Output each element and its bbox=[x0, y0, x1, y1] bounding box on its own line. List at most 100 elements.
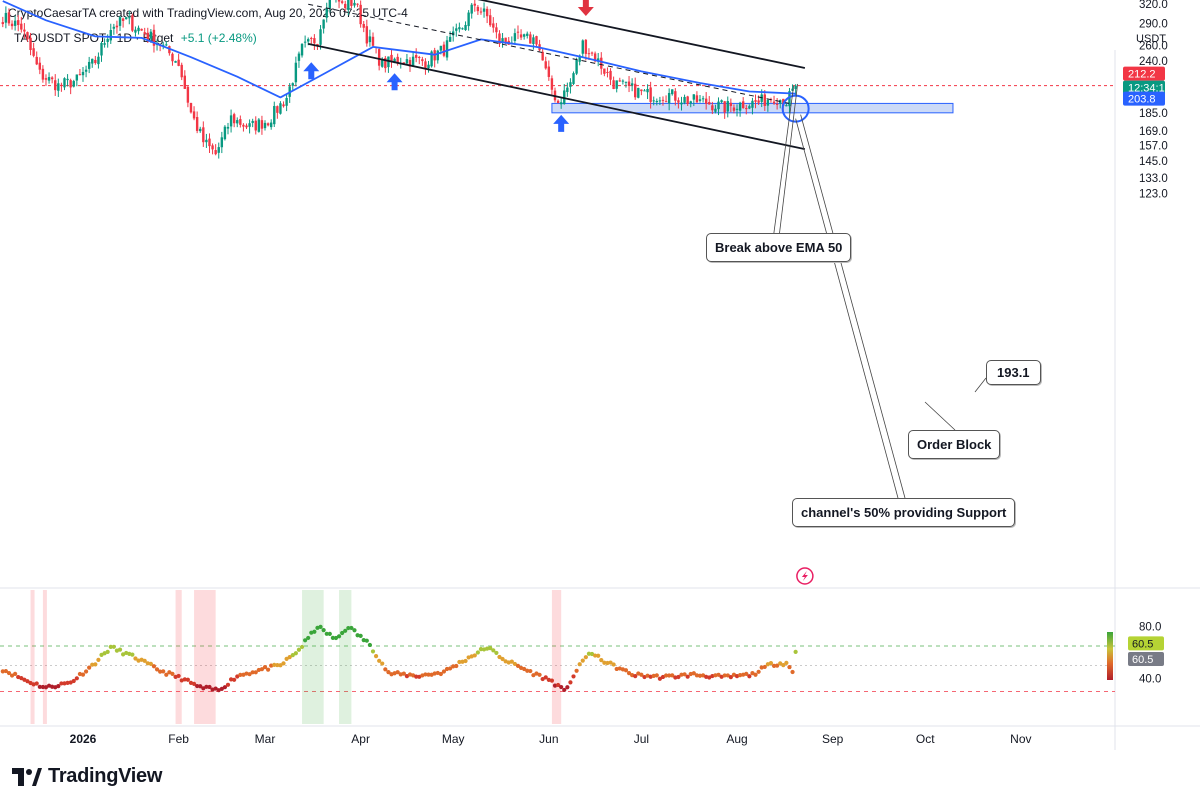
oscillator-dot bbox=[191, 681, 197, 686]
tradingview-brand[interactable]: TradingView bbox=[12, 765, 162, 788]
candle-body bbox=[313, 38, 316, 44]
time-tick-label: Apr bbox=[351, 732, 370, 746]
candle-body bbox=[282, 104, 285, 107]
candle-body bbox=[495, 27, 498, 33]
candle-body bbox=[411, 56, 415, 66]
oscillator-dot bbox=[762, 664, 767, 670]
oscillator-dot bbox=[238, 672, 243, 677]
candle-body bbox=[266, 123, 270, 126]
candle-body bbox=[532, 37, 535, 44]
oscillator-dot bbox=[522, 666, 527, 672]
price-tick-label: 260.0 bbox=[1139, 40, 1168, 52]
oscillator-dot bbox=[290, 652, 295, 658]
oversold-zone bbox=[42, 590, 47, 724]
candle-body bbox=[359, 4, 362, 25]
candle-body bbox=[44, 78, 48, 80]
candle-body bbox=[566, 87, 569, 93]
candle-body bbox=[78, 74, 82, 76]
candle-body bbox=[763, 94, 766, 106]
oscillator-dot bbox=[262, 664, 268, 670]
ema-price-tag bbox=[1123, 91, 1165, 106]
oscillator-dot bbox=[370, 649, 376, 654]
last-price-tag-text: 212.2 bbox=[1128, 69, 1156, 81]
candle-body bbox=[337, 0, 341, 2]
price-tick-label: 320.0 bbox=[1139, 0, 1168, 11]
candle-body bbox=[785, 105, 788, 107]
candle-body bbox=[257, 119, 261, 132]
candle-body bbox=[513, 33, 517, 41]
oscillator-dot bbox=[602, 660, 607, 665]
oscillator-dot bbox=[6, 670, 12, 676]
candle-body bbox=[137, 27, 140, 32]
candle-body bbox=[347, 0, 350, 10]
candle-body bbox=[87, 61, 91, 69]
oscillator-dot bbox=[90, 662, 95, 667]
order-block-callout: Order Block bbox=[908, 430, 1001, 459]
candle-body bbox=[646, 88, 649, 93]
candle-body bbox=[128, 17, 131, 19]
candle-body bbox=[519, 34, 523, 38]
oscillator-dot bbox=[253, 670, 258, 675]
candle-body bbox=[692, 94, 696, 100]
candle-body bbox=[695, 95, 699, 103]
time-tick-label: Sep bbox=[822, 732, 844, 746]
candle-body bbox=[356, 3, 359, 5]
oscillator-dot bbox=[784, 660, 789, 665]
candle-body bbox=[640, 89, 643, 92]
candle-body bbox=[701, 98, 705, 100]
candle-body bbox=[581, 40, 584, 54]
osc-value-tag-text: 60.5 bbox=[1132, 638, 1153, 650]
oscillator-dot bbox=[679, 672, 684, 677]
price-tick-label: 240.0 bbox=[1139, 56, 1168, 68]
candle-body bbox=[140, 28, 143, 31]
candle-body bbox=[408, 59, 412, 67]
oscillator-dot bbox=[509, 659, 514, 664]
oscillator-dot bbox=[750, 671, 755, 676]
candle-body bbox=[20, 23, 23, 30]
oscillator-dot bbox=[528, 668, 533, 674]
time-tick-label: Jun bbox=[539, 732, 558, 746]
candle-body bbox=[748, 106, 751, 109]
oscillator-dot bbox=[500, 656, 505, 662]
chart-attribution: CryptoCaesarTA created with TradingView.… bbox=[8, 6, 408, 20]
oscillator-dot bbox=[324, 631, 329, 636]
candle-body bbox=[559, 102, 563, 105]
candle-body bbox=[418, 56, 421, 58]
candle-body bbox=[297, 53, 301, 61]
oscillator-dot bbox=[633, 673, 638, 679]
ema-price-tag-text: 203.8 bbox=[1128, 94, 1156, 106]
oscillator-dot bbox=[207, 684, 212, 690]
candle-body bbox=[291, 83, 294, 86]
oscillator-dot bbox=[543, 675, 548, 680]
candle-body bbox=[467, 12, 470, 27]
candle-body bbox=[569, 82, 572, 87]
candle-body bbox=[751, 100, 754, 108]
candle-body bbox=[529, 34, 532, 44]
oscillator-dot bbox=[716, 672, 721, 677]
candle-body bbox=[612, 80, 615, 90]
candle-body bbox=[587, 53, 591, 55]
oscillator-dot bbox=[74, 676, 79, 681]
candle-body bbox=[29, 37, 32, 51]
oscillator-dot bbox=[414, 674, 419, 679]
candle-body bbox=[60, 84, 63, 86]
oscillator-dot bbox=[59, 681, 64, 686]
candle-body bbox=[489, 15, 492, 26]
oscillator-dot bbox=[682, 672, 687, 677]
candle-body bbox=[643, 90, 646, 92]
candle-body bbox=[97, 56, 100, 65]
candle-body bbox=[1, 22, 4, 25]
candle-body bbox=[54, 80, 57, 91]
oscillator-dot bbox=[673, 675, 678, 680]
oscillator-dot bbox=[555, 682, 561, 688]
candle-body bbox=[504, 37, 507, 42]
oscillator-dot bbox=[117, 647, 123, 652]
oversold-zone bbox=[30, 590, 35, 724]
oscillator-dot bbox=[787, 664, 792, 670]
candle-body bbox=[726, 101, 729, 112]
candle-body bbox=[38, 62, 42, 70]
oscillator-dot bbox=[756, 669, 761, 674]
candle-body bbox=[637, 87, 640, 98]
candle-body bbox=[365, 26, 369, 44]
